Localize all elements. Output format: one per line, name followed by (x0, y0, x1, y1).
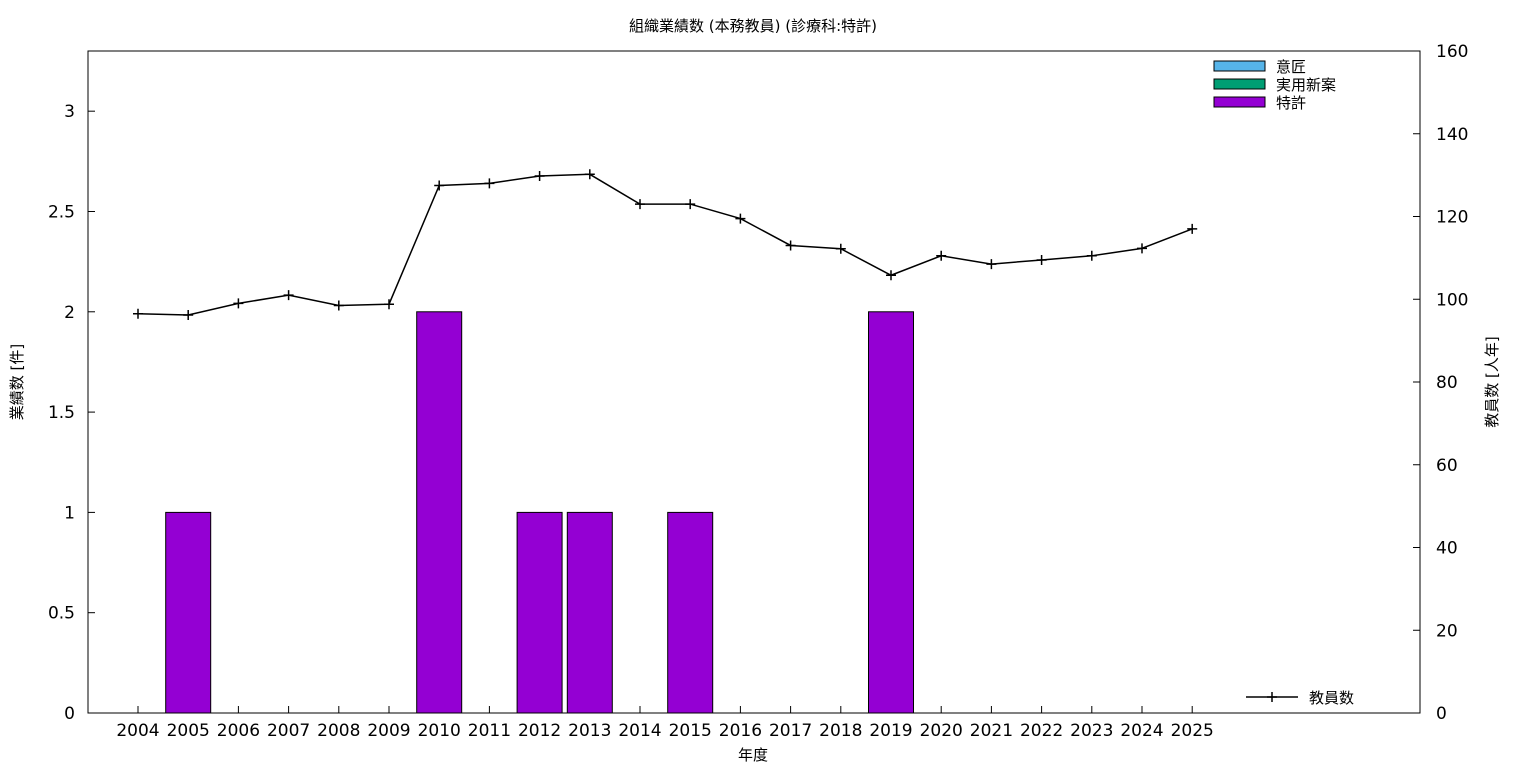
line-point-2009 (384, 299, 394, 310)
y-right-tick-label: 120 (1436, 208, 1468, 228)
line-point-2011 (484, 178, 495, 189)
x-tick-label: 2010 (418, 721, 461, 741)
line-point-2025 (1187, 223, 1198, 234)
x-tick-label: 2018 (819, 721, 862, 741)
y-right-tick-label: 140 (1436, 125, 1468, 145)
bar-2-2012 (516, 511, 563, 714)
x-axis-label: 年度 (738, 746, 768, 764)
y-right-tick-label: 100 (1436, 290, 1468, 310)
line-point-2022 (1036, 254, 1047, 265)
line-point-2004 (133, 308, 143, 319)
line-point-2010 (434, 180, 445, 191)
line-point-2019 (886, 270, 896, 281)
x-tick-label: 2012 (518, 721, 561, 741)
y-axis-left-label: 業績数 [件] (8, 344, 26, 420)
x-tick-label: 2016 (719, 721, 762, 741)
legend-swatch-1 (1213, 78, 1266, 90)
line-point-2005 (183, 309, 194, 320)
bar-2-2019 (868, 311, 914, 714)
line-point-2008 (333, 300, 344, 311)
x-tick-label: 2007 (267, 721, 310, 741)
line-point-2023 (1086, 250, 1097, 261)
bar-2-2005 (165, 511, 212, 714)
line-point-2018 (835, 243, 846, 254)
legend-swatch-0 (1213, 60, 1266, 72)
y-right-tick-label: 60 (1436, 456, 1458, 476)
line-point-2006 (233, 298, 244, 309)
x-tick-label: 2014 (618, 721, 661, 741)
x-tick-label: 2008 (317, 721, 360, 741)
y-left-tick-label: 0 (64, 704, 75, 724)
legend-label-0: 意匠 (1276, 58, 1306, 76)
line-point-2013 (584, 169, 595, 180)
line-point-2015 (685, 199, 696, 210)
y-left-tick-label: 1.5 (48, 403, 75, 423)
x-tick-label: 2009 (367, 721, 410, 741)
x-tick-label: 2011 (468, 721, 511, 741)
x-tick-label: 2025 (1171, 721, 1214, 741)
x-tick-label: 2015 (669, 721, 712, 741)
line-series (137, 173, 1193, 316)
line-point-2007 (283, 290, 294, 301)
y-left-tick-label: 2 (64, 303, 75, 323)
line-point-2014 (635, 199, 645, 210)
chart-title: 組織業績数 (本務教員) (診療科:特許) (629, 17, 877, 35)
x-tick-label: 2021 (970, 721, 1013, 741)
x-tick-label: 2004 (116, 721, 159, 741)
x-tick-label: 2005 (167, 721, 210, 741)
y-left-tick-label: 3 (64, 102, 75, 122)
y-right-tick-label: 20 (1436, 621, 1458, 641)
y-left-tick-label: 0.5 (48, 604, 75, 624)
x-tick-label: 2013 (568, 721, 611, 741)
plot-area: 0 0.5 1 1.5 2 2.5 3 0 20 40 60 80 100 120 140 160 2004 20… (48, 42, 1469, 741)
legend-swatch-2 (1213, 96, 1266, 108)
line-point-2016 (735, 213, 746, 224)
y-left-tick-label: 1 (64, 503, 75, 523)
y-right-tick-label: 80 (1436, 373, 1458, 393)
y-right-tick-label: 160 (1436, 42, 1468, 62)
line-point-2021 (986, 259, 997, 270)
x-tick-label: 2020 (920, 721, 963, 741)
bar-2-2010 (416, 311, 463, 714)
line-point-2012 (534, 170, 545, 181)
y-left-tick-label: 2.5 (48, 202, 75, 222)
x-tick-label: 2022 (1020, 721, 1063, 741)
legend-line-label: 教員数 (1309, 689, 1354, 707)
x-tick-label: 2024 (1120, 721, 1163, 741)
bar-2-2013 (566, 511, 613, 714)
y-axis-right-label: 教員数 [人年] (1483, 336, 1501, 427)
line-point-2024 (1137, 243, 1147, 254)
bar-2-2015 (667, 511, 714, 714)
plot-frame (87, 50, 1421, 714)
x-tick-label: 2006 (217, 721, 260, 741)
y-right-tick-label: 40 (1436, 539, 1458, 559)
line-point-2020 (936, 250, 947, 261)
x-tick-label: 2023 (1070, 721, 1113, 741)
legend-label-1: 実用新案 (1276, 76, 1336, 94)
x-tick-label: 2019 (869, 721, 912, 741)
legend-label-2: 特許 (1276, 94, 1306, 112)
line-point-2017 (785, 240, 796, 251)
x-tick-label: 2017 (769, 721, 812, 741)
legend-line-marker (1267, 692, 1277, 702)
y-right-tick-label: 0 (1436, 704, 1447, 724)
